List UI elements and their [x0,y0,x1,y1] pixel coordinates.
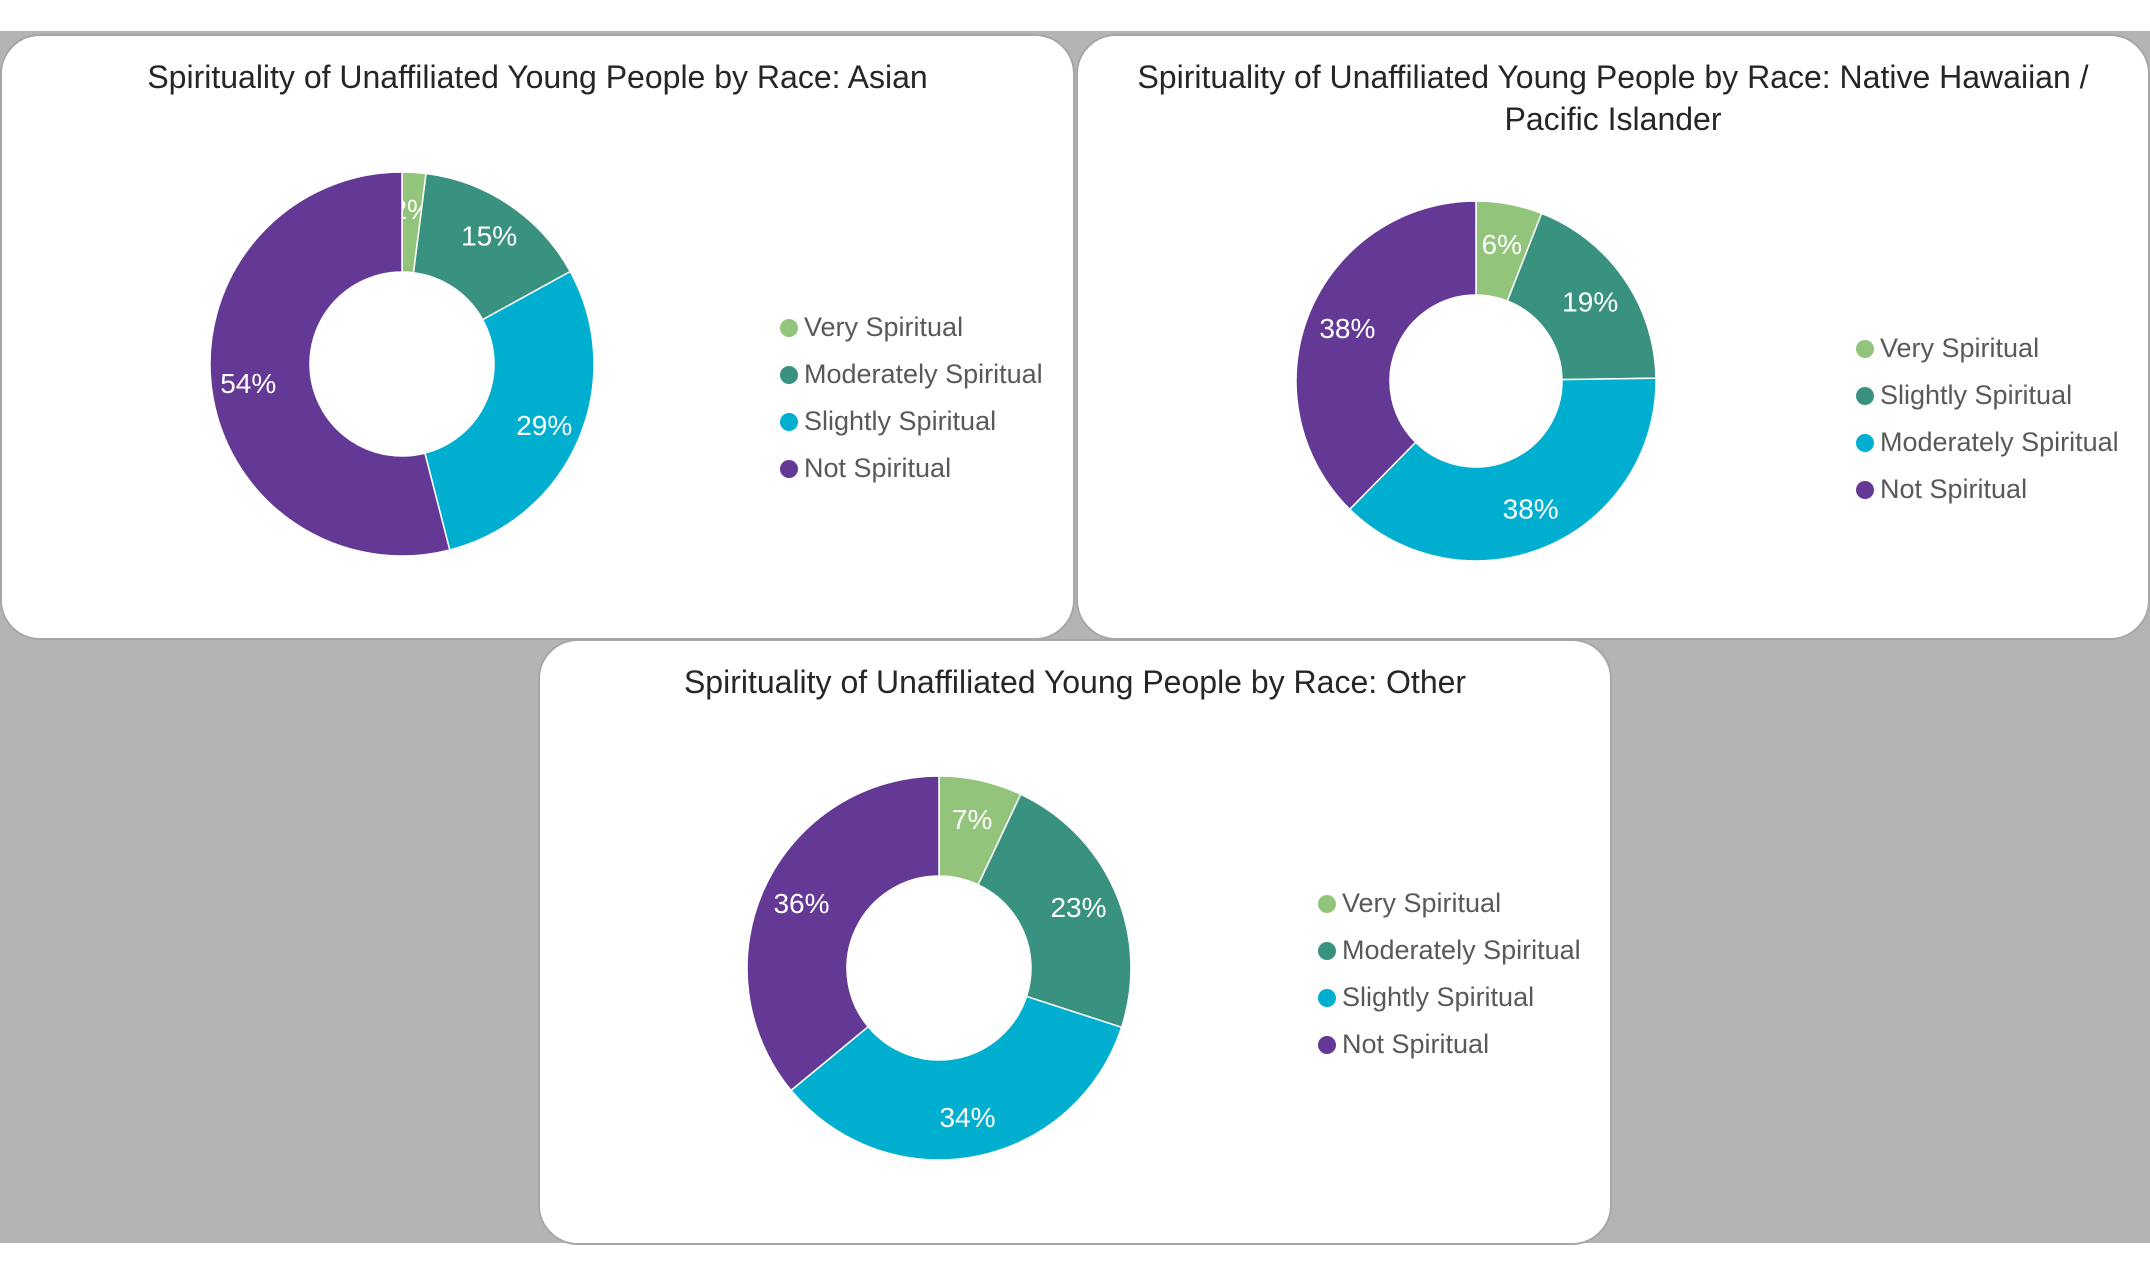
chart-legend: Very Spiritual Moderately Spiritual Slig… [780,304,1043,492]
legend-label: Slightly Spiritual [804,406,997,436]
legend-entry: Moderately Spiritual [1856,419,2119,466]
slice-slightly-spiritual [1506,212,1657,381]
data-label-moderately-spiritual: 15% [461,220,517,251]
legend-entry: Slightly Spiritual [1856,372,2119,419]
data-label-not-spiritual: 38% [1319,313,1375,344]
legend-entry: Slightly Spiritual [780,398,1043,445]
data-label-moderately-spiritual: 38% [1503,493,1559,524]
legend-label: Slightly Spiritual [1342,982,1535,1012]
legend-label: Very Spiritual [804,312,964,342]
legend-entry: Not Spiritual [1856,466,2119,513]
legend-label: Moderately Spiritual [1342,935,1581,965]
legend-label: Not Spiritual [1342,1029,1490,1059]
chart-title: Spirituality of Unaffiliated Young Peopl… [1137,59,2089,137]
legend-marker [1318,894,1336,913]
data-label-slightly-spiritual: 34% [939,1102,995,1133]
legend-entry: Slightly Spiritual [1318,974,1581,1021]
legend-marker [780,459,798,478]
slice-slightly-spiritual [790,995,1123,1161]
data-label-very-spiritual: 6% [1482,229,1522,260]
donut-chart-other: 7% 23% 34% 36% [746,775,1132,1161]
legend-entry: Very Spiritual [1856,325,2119,372]
data-label-very-spiritual: 7% [952,804,992,835]
chart-title: Spirituality of Unaffiliated Young Peopl… [683,664,1467,700]
donut-chart-asian: 2%15%29%54% [209,171,595,557]
data-label-not-spiritual: 36% [773,888,829,919]
legend-label: Moderately Spiritual [804,359,1043,389]
legend-entry: Moderately Spiritual [780,351,1043,398]
legend-marker [780,365,798,384]
legend-entry: Very Spiritual [1318,880,1581,927]
legend-label: Moderately Spiritual [1880,427,2119,457]
slice-moderately-spiritual [1348,377,1657,562]
legend-entry: Not Spiritual [780,445,1043,492]
chart-panel-other: Spirituality of Unaffiliated Young Peopl… [538,639,1612,1245]
slice-moderately-spiritual [412,172,572,321]
legend-marker [1856,386,1874,405]
legend-marker [1856,480,1874,499]
data-label-moderately-spiritual: 23% [1050,892,1106,923]
data-label-slightly-spiritual: 29% [516,410,572,441]
slice-slightly-spiritual [423,270,595,551]
chart-panel-asian: Spirituality of Unaffiliated Young Peopl… [0,34,1075,640]
legend-label: Very Spiritual [1342,888,1502,918]
chart-legend: Very Spiritual Moderately Spiritual Slig… [1318,880,1581,1068]
legend-marker [1856,339,1874,358]
legend-marker [1318,988,1336,1007]
legend-entry: Moderately Spiritual [1318,927,1581,974]
chart-panel-native-hawaiian-pacific-islander: Spirituality of Unaffiliated Young Peopl… [1076,34,2150,640]
slice-not-spiritual [746,775,940,1092]
legend-label: Slightly Spiritual [1880,380,2073,410]
slice-not-spiritual [1295,200,1477,511]
legend-entry: Not Spiritual [1318,1021,1581,1068]
donut-chart-native-hawaiian-pacific-islander: 6% 19% 38% 38% [1295,200,1657,562]
legend-marker [1318,1035,1336,1054]
legend-marker [1856,433,1874,452]
legend-label: Very Spiritual [1880,333,2040,363]
legend-marker [1318,941,1336,960]
chart-legend: Very Spiritual Slightly Spiritual Modera… [1856,325,2119,513]
chart-title: Spirituality of Unaffiliated Young Peopl… [147,59,928,95]
slice-moderately-spiritual [977,793,1132,1029]
legend-label: Not Spiritual [804,453,952,483]
legend-marker [780,412,798,431]
data-label-not-spiritual: 54% [220,368,276,399]
legend-marker [780,318,798,337]
legend-entry: Very Spiritual [780,304,1043,351]
data-label-slightly-spiritual: 19% [1562,286,1618,317]
slice-not-spiritual [209,171,451,557]
legend-label: Not Spiritual [1880,474,2028,504]
